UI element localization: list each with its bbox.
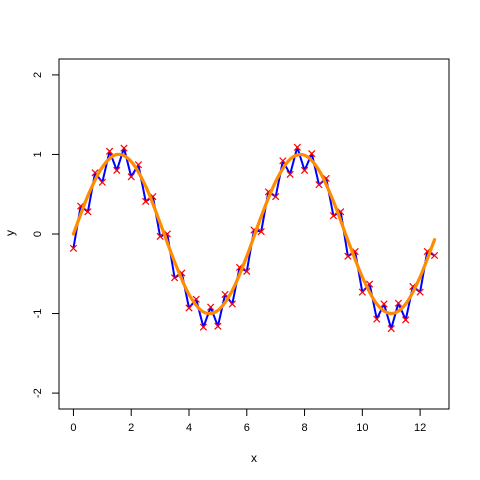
point-marker-stroke: [199, 323, 208, 331]
series-line-fitted: [71, 152, 437, 316]
data-point-observed: [300, 166, 309, 174]
point-marker-stroke: [430, 251, 439, 260]
y-axis-label: y: [3, 230, 17, 236]
data-point-observed: [387, 325, 395, 333]
point-marker-stroke: [329, 212, 338, 220]
point-marker-stroke: [272, 192, 280, 201]
point-marker-stroke: [185, 304, 193, 312]
x-tick-label: 0: [70, 422, 76, 434]
x-tick-label: 12: [414, 422, 426, 434]
y-tick-label: -1: [32, 309, 44, 319]
point-marker-stroke: [286, 170, 294, 178]
data-point-observed: [199, 323, 208, 331]
point-marker-stroke: [358, 288, 366, 296]
point-marker-stroke: [105, 147, 114, 155]
data-point-observed: [207, 303, 215, 311]
point-marker-stroke: [416, 288, 424, 296]
point-marker-stroke: [344, 252, 352, 260]
data-point-observed: [308, 150, 316, 158]
plot-area: [69, 143, 439, 333]
x-axis-label: x: [251, 451, 257, 465]
point-marker-stroke: [214, 322, 222, 330]
data-point-observed: [373, 315, 381, 323]
data-point-observed: [257, 227, 265, 236]
point-marker-stroke: [113, 166, 121, 174]
point-marker-stroke: [221, 290, 229, 299]
point-marker-stroke: [69, 244, 78, 252]
y-tick-label: 2: [32, 72, 44, 78]
data-point-observed: [293, 143, 301, 151]
point-marker-stroke: [394, 299, 403, 307]
point-marker-stroke: [257, 227, 265, 236]
point-marker-stroke: [84, 208, 92, 216]
point-marker-stroke: [120, 144, 128, 152]
point-marker-stroke: [293, 143, 301, 151]
x-tick-label: 8: [301, 422, 307, 434]
point-marker-stroke: [315, 181, 323, 189]
y-tick-label: 1: [32, 151, 44, 157]
point-marker-stroke: [308, 150, 316, 158]
point-marker-stroke: [77, 202, 85, 210]
data-point-observed: [214, 322, 222, 330]
point-marker-stroke: [279, 157, 287, 165]
data-point-observed: [430, 251, 439, 260]
point-marker-stroke: [156, 232, 164, 241]
point-marker-stroke: [207, 303, 215, 311]
data-point-observed: [286, 170, 294, 178]
point-marker-stroke: [228, 300, 236, 308]
data-point-observed: [120, 144, 128, 152]
data-point-observed: [113, 166, 121, 174]
data-point-observed: [344, 252, 352, 260]
data-point-observed: [402, 316, 410, 324]
data-point-observed: [105, 147, 114, 155]
data-point-observed: [228, 300, 236, 308]
data-point-observed: [329, 212, 338, 220]
data-point-observed: [127, 173, 135, 181]
data-point-observed: [315, 181, 323, 189]
point-marker-stroke: [243, 267, 251, 276]
data-point-observed: [69, 244, 78, 252]
point-marker-stroke: [373, 315, 381, 323]
data-point-observed: [416, 288, 424, 296]
point-marker-stroke: [127, 173, 135, 181]
data-point-observed: [272, 192, 280, 201]
point-marker-stroke: [170, 274, 179, 282]
point-marker-stroke: [380, 300, 388, 308]
y-tick-label: -2: [32, 388, 44, 398]
x-tick-label: 4: [186, 422, 192, 434]
point-marker-stroke: [300, 166, 309, 174]
point-marker-stroke: [142, 197, 150, 206]
data-point-observed: [84, 208, 92, 216]
data-point-observed: [185, 304, 193, 312]
point-marker-stroke: [98, 178, 106, 186]
point-marker-stroke: [387, 325, 395, 333]
x-tick-label: 6: [244, 422, 250, 434]
x-tick-label: 2: [128, 422, 134, 434]
data-point-observed: [394, 299, 403, 307]
point-marker-stroke: [91, 169, 99, 177]
data-point-observed: [170, 274, 179, 282]
y-tick-label: 0: [32, 231, 44, 237]
data-point-observed: [98, 178, 106, 186]
data-point-observed: [243, 267, 251, 276]
data-point-observed: [142, 197, 150, 206]
data-point-observed: [156, 232, 164, 241]
x-tick-label: 10: [356, 422, 368, 434]
point-marker-stroke: [402, 316, 410, 324]
data-point-observed: [358, 288, 366, 296]
data-point-observed: [380, 300, 388, 308]
